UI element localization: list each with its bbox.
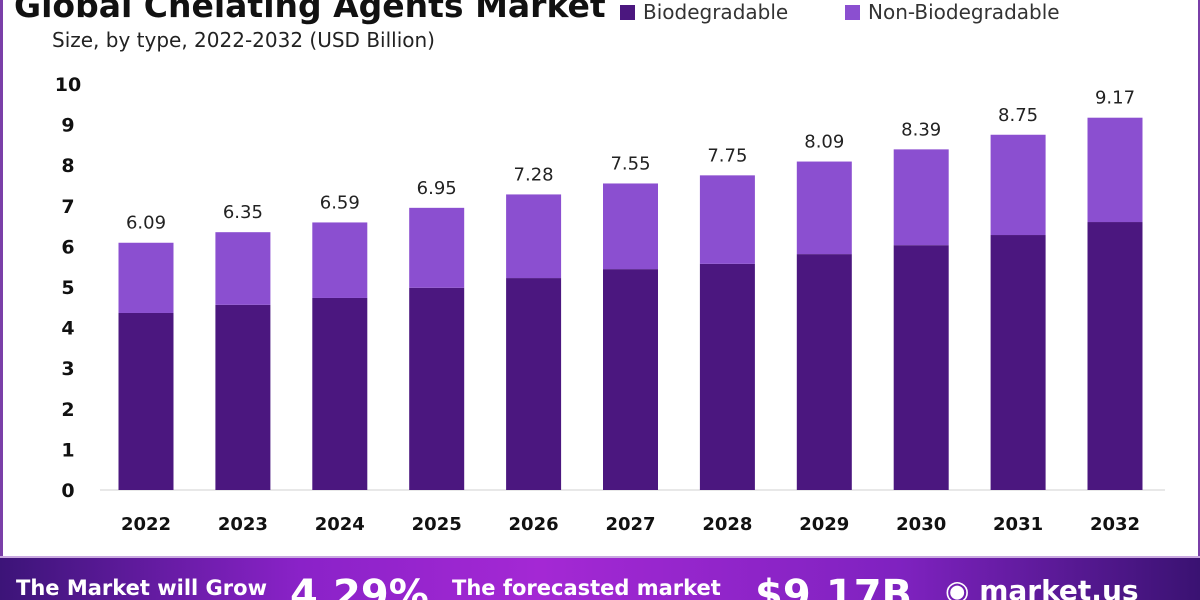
- x-tick-label: 2025: [412, 514, 462, 535]
- data-label-total: 9.17: [1095, 88, 1135, 109]
- banner-forecast-text: The forecasted market: [452, 576, 721, 600]
- banner-cagr: 4.29%: [290, 572, 429, 600]
- y-tick-label: 9: [61, 115, 74, 137]
- bar-biodegradable-2024: [312, 297, 368, 490]
- data-label-total: 8.75: [998, 105, 1038, 126]
- y-tick-label: 2: [61, 399, 74, 421]
- data-label-total: 6.09: [126, 213, 166, 234]
- data-label-total: 8.09: [804, 132, 844, 153]
- bar-non-biodegradable-2026: [506, 194, 562, 279]
- bar-non-biodegradable-2025: [409, 207, 465, 288]
- x-tick-label: 2027: [605, 514, 655, 535]
- bar-biodegradable-2030: [893, 245, 949, 490]
- banner-market-size: $9.17B: [755, 572, 913, 600]
- data-label-total: 7.28: [514, 164, 554, 185]
- x-tick-label: 2032: [1090, 514, 1140, 535]
- bar-biodegradable-2032: [1087, 222, 1143, 491]
- y-tick-label: 5: [61, 277, 74, 299]
- y-tick-label: 8: [61, 155, 74, 177]
- data-label-total: 7.75: [707, 145, 747, 166]
- bar-biodegradable-2026: [506, 278, 562, 490]
- bar-non-biodegradable-2030: [893, 149, 949, 246]
- x-tick-label: 2024: [315, 514, 365, 535]
- x-tick-label: 2026: [509, 514, 559, 535]
- x-tick-label: 2030: [896, 514, 946, 535]
- bar-non-biodegradable-2029: [796, 161, 852, 255]
- y-tick-label: 1: [61, 439, 74, 461]
- y-tick-label: 10: [55, 74, 81, 96]
- chart-subtitle: Size, by type, 2022-2032 (USD Billion): [52, 28, 435, 52]
- bar-non-biodegradable-2027: [603, 183, 658, 270]
- brand-logo: ◉ market.us: [945, 574, 1139, 600]
- bar-biodegradable-2025: [409, 287, 465, 490]
- banner-grow-text: The Market will Grow: [16, 576, 267, 600]
- bar-biodegradable-2023: [215, 304, 271, 490]
- bar-non-biodegradable-2022: [118, 242, 174, 313]
- bar-non-biodegradable-2023: [215, 232, 271, 305]
- x-tick-label: 2022: [121, 514, 171, 535]
- y-tick-label: 4: [61, 318, 74, 340]
- y-tick-label: 6: [61, 236, 74, 258]
- bar-non-biodegradable-2028: [699, 175, 755, 264]
- legend-swatch: [845, 4, 860, 20]
- legend-label: Biodegradable: [643, 0, 789, 24]
- chart-title: Global Chelating Agents Market: [14, 0, 606, 25]
- bar-biodegradable-2027: [603, 269, 658, 490]
- brand-name: market.us: [979, 574, 1139, 600]
- bar-biodegradable-2022: [118, 312, 174, 490]
- legend-label: Non-Biodegradable: [868, 0, 1060, 24]
- y-tick-label: 3: [61, 358, 74, 380]
- chart-frame: [0, 0, 1200, 556]
- bar-biodegradable-2029: [796, 254, 852, 490]
- data-label-total: 6.59: [320, 192, 360, 213]
- data-label-total: 6.35: [223, 202, 263, 223]
- x-tick-label: 2029: [799, 514, 849, 535]
- y-tick-label: 7: [61, 196, 74, 218]
- bar-non-biodegradable-2024: [312, 222, 368, 298]
- bar-non-biodegradable-2031: [990, 134, 1046, 236]
- legend-item-biodegradable: Biodegradable: [620, 0, 788, 24]
- bottom-banner: The Market will Grow 4.29% The forecaste…: [0, 556, 1200, 600]
- legend-item-non-biodegradable: Non-Biodegradable: [845, 0, 1060, 24]
- data-label-total: 8.39: [901, 119, 941, 140]
- bar-biodegradable-2028: [699, 263, 755, 490]
- legend-swatch: [620, 4, 635, 20]
- bar-biodegradable-2031: [990, 235, 1046, 490]
- x-tick-label: 2028: [702, 514, 752, 535]
- x-tick-label: 2031: [993, 514, 1043, 535]
- stacked-bar-chart: 0 1 2 3 4 5 6 7 8 9 10 6.09 2022 6.35 2023 6.59 2024 6.95…: [55, 74, 1165, 535]
- data-label-total: 6.95: [417, 178, 457, 199]
- bar-non-biodegradable-2032: [1087, 117, 1143, 223]
- x-tick-label: 2023: [218, 514, 268, 535]
- data-label-total: 7.55: [610, 153, 650, 174]
- y-tick-label: 0: [61, 480, 74, 502]
